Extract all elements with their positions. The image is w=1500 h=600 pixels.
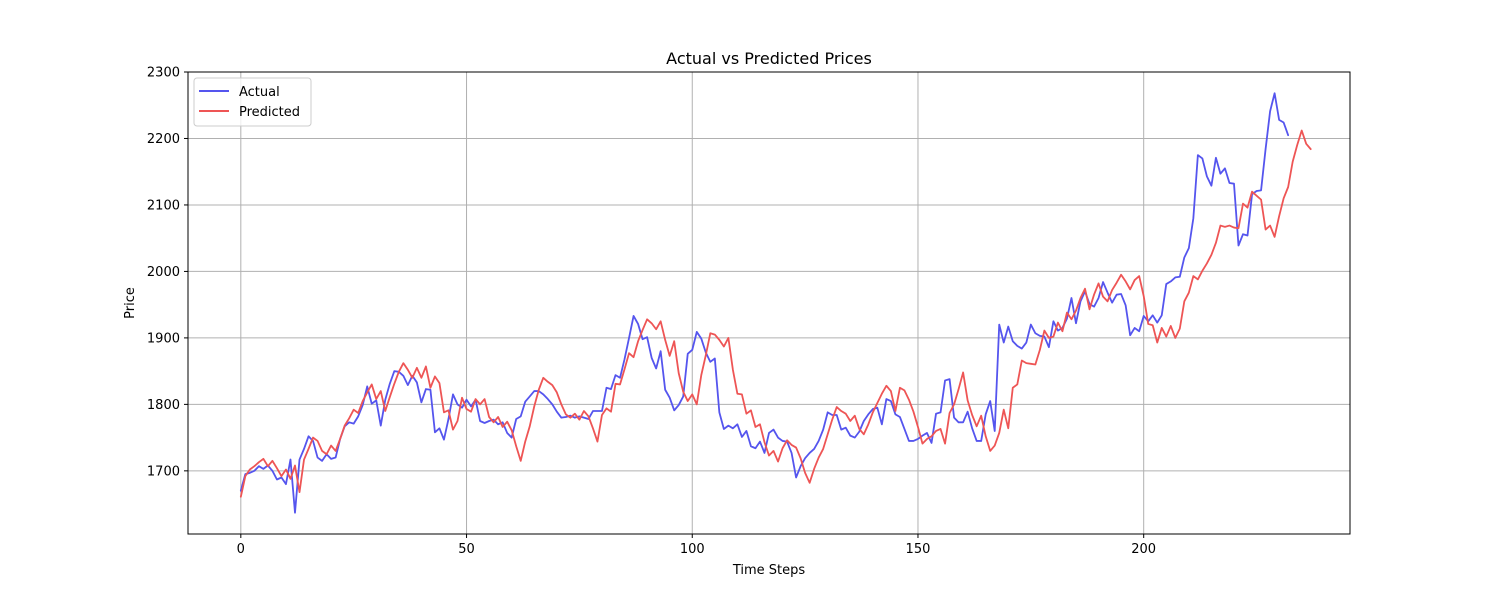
x-tick-label: 150 bbox=[906, 542, 931, 557]
legend-label-predicted: Predicted bbox=[239, 105, 300, 120]
y-tick-label: 2300 bbox=[147, 66, 180, 81]
series-lines bbox=[239, 92, 1312, 514]
x-tick-label: 100 bbox=[680, 542, 705, 557]
chart-title: Actual vs Predicted Prices bbox=[666, 49, 872, 68]
y-axis-title: Price bbox=[123, 287, 138, 319]
grid bbox=[188, 71, 1350, 534]
legend-label-actual: Actual bbox=[239, 85, 280, 100]
y-tick-label: 1900 bbox=[147, 331, 180, 346]
y-tick-label: 2200 bbox=[147, 132, 180, 147]
x-tick-label: 200 bbox=[1131, 542, 1156, 557]
y-tick-label: 2000 bbox=[147, 265, 180, 280]
x-tick-label: 0 bbox=[237, 542, 245, 557]
y-tick-label: 2100 bbox=[147, 198, 180, 213]
series-line-predicted bbox=[239, 129, 1312, 498]
x-tick-label: 50 bbox=[458, 542, 475, 557]
axis-ticks: 0 50 100 150 200 1700 1800 1900 2000 2100 2200 2300 bbox=[147, 66, 1156, 558]
plot-frame bbox=[187, 71, 1351, 535]
y-tick-label: 1800 bbox=[147, 398, 180, 413]
legend: Actual Predicted bbox=[193, 77, 312, 127]
x-axis-title: Time Steps bbox=[732, 563, 806, 578]
y-tick-label: 1700 bbox=[147, 464, 180, 479]
series-line-actual bbox=[239, 92, 1290, 514]
